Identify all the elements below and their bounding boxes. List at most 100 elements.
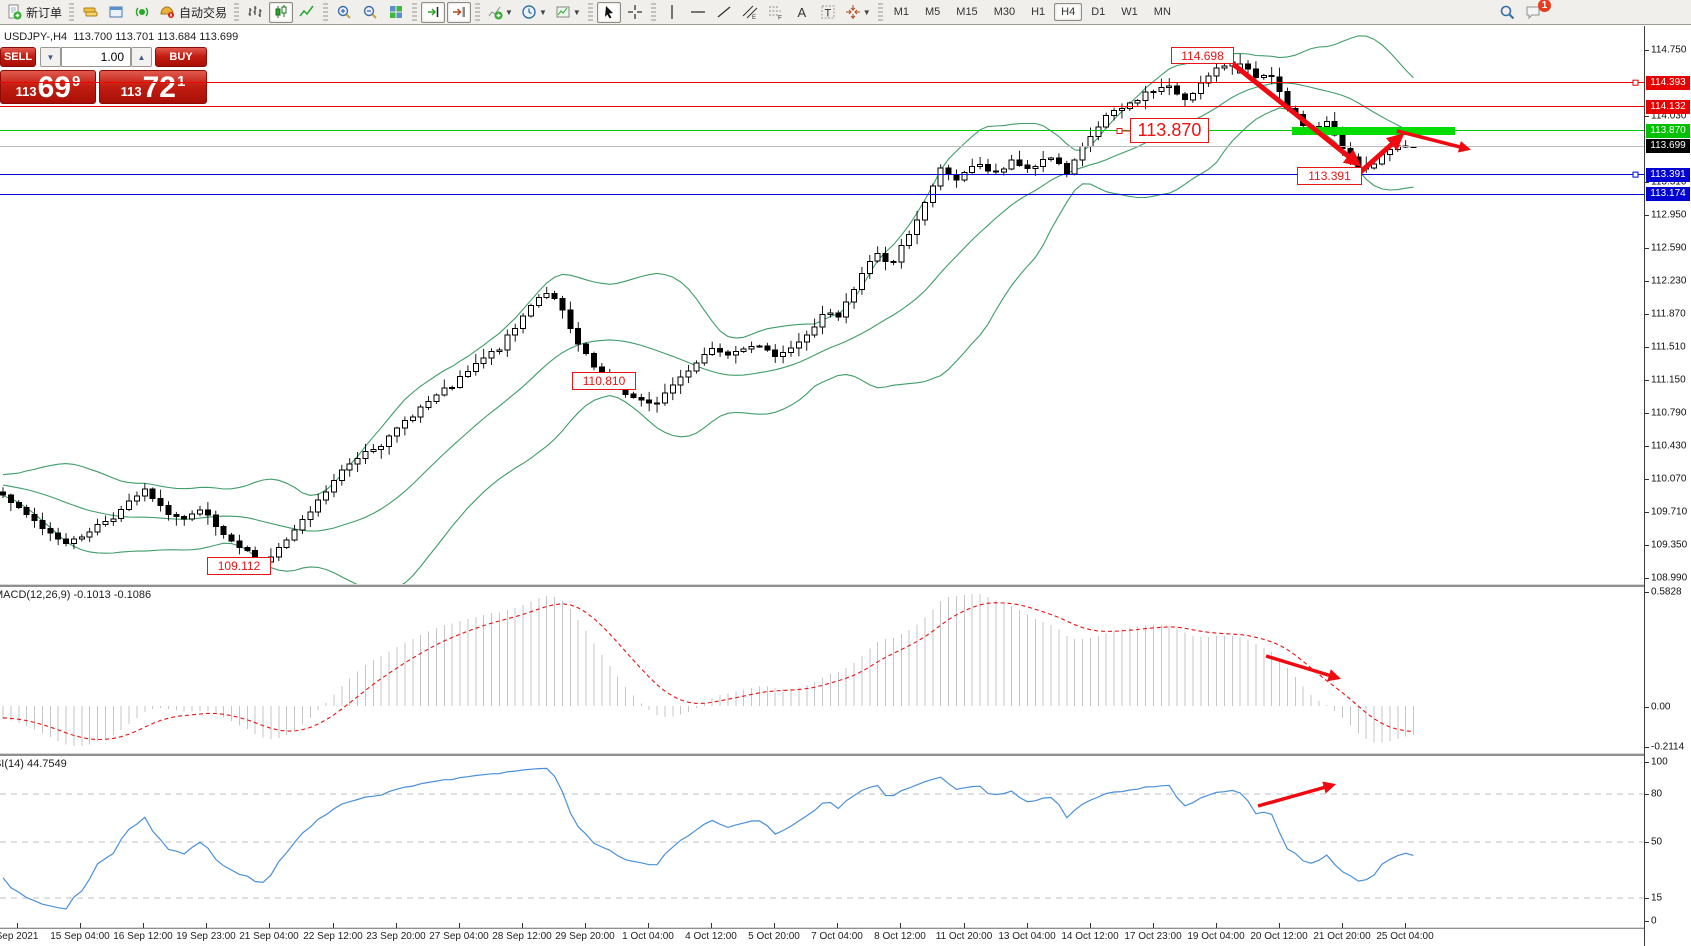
toolbar-divider [650,3,656,21]
annotation-level-113870[interactable]: 113.870 [1130,118,1209,143]
crosshair-button[interactable] [623,2,647,23]
timeframe-m30-button[interactable]: M30 [993,6,1016,18]
vline-icon [671,5,673,19]
search-button[interactable] [1495,1,1519,22]
volume-input[interactable] [61,47,131,67]
trendline-button[interactable] [712,2,736,23]
market-watch-button[interactable] [78,2,102,23]
notifications-button[interactable]: 1 [1521,0,1551,22]
tile-windows-button[interactable] [384,2,408,23]
annotation-low-113391[interactable]: 113.391 [1297,167,1362,185]
time-label: 17 Oct 23:00 [1124,931,1182,942]
chart-shift-button[interactable] [421,1,446,23]
candles-icon [275,5,287,18]
autotrading-button[interactable]: 自动交易 [156,2,230,23]
time-tick [1279,923,1280,928]
notification-badge: 1 [1538,0,1551,12]
crosshair-icon [627,5,642,19]
pane-separator-rsi[interactable] [0,753,1691,756]
pane-separator-time [0,927,1691,930]
time-label: 14 Oct 12:00 [1061,931,1119,942]
timeframe-mn-button[interactable]: MN [1153,6,1171,18]
time-tick [143,923,144,928]
text-label-button[interactable]: T [816,2,840,23]
time-label: 8 Oct 12:00 [874,931,926,942]
time-label: 21 Oct 20:00 [1313,931,1371,942]
arrows-button[interactable]: ▼ [842,2,874,23]
time-tick [1153,923,1154,928]
trend-arrow[interactable] [1231,62,1362,167]
volume-increase-button[interactable]: ▲ [131,47,152,67]
price-tick [1645,347,1649,348]
time-label: 11 Oct 20:00 [935,931,993,942]
macd-tick [1645,707,1649,708]
svg-text:A: A [797,5,806,20]
volume-decrease-button[interactable]: ▼ [40,47,61,67]
periods-button[interactable]: ▼ [518,2,550,23]
fibonacci-button[interactable]: F [764,2,788,23]
template-icon [556,6,570,18]
bar-chart-button[interactable] [243,2,267,23]
timeframe-m1-button[interactable]: M1 [893,6,909,18]
time-label: 21 Sep 04:00 [239,931,299,942]
price-badge: 113.699 [1646,139,1690,153]
buy-button[interactable]: BUY [155,47,207,67]
search-icon [1500,5,1515,19]
time-tick [80,923,81,928]
zoom-in-icon [337,5,351,19]
timeframe-h4-button[interactable]: H4 [1054,3,1083,21]
macd-arrow[interactable] [1265,654,1342,682]
timeframe-m5-button[interactable]: M5 [925,6,941,18]
trend-arrow[interactable] [1354,133,1405,178]
time-tick [648,923,649,928]
sell-price-sup: 9 [72,73,81,90]
trend-icon [717,6,731,18]
news-signal-button[interactable] [130,2,154,23]
timeframe-m15-button[interactable]: M15 [956,6,978,18]
rsi-arrow[interactable] [1257,781,1337,808]
time-tick [711,923,712,928]
price-tick [1645,578,1649,579]
horizontal-line-button[interactable] [686,2,710,23]
rsi-canvas[interactable] [0,755,1644,928]
auto-scroll-button[interactable] [447,1,472,23]
price-badge: 113.870 [1646,124,1690,138]
price-tick-label: 109.710 [1651,506,1688,518]
buy-price-box[interactable]: 113 72 1 [99,70,207,104]
macd-tick [1645,747,1649,748]
time-tick [585,923,586,928]
time-label: 15 Sep 04:00 [50,931,110,942]
annotation-bottom-109112[interactable]: 109.112 [207,557,271,575]
templates-button[interactable]: ▼ [552,2,584,23]
zoom-out-button[interactable] [358,2,382,23]
toolbar-divider [587,3,593,21]
timeframe-w1-button[interactable]: W1 [1121,6,1138,18]
indicators-button[interactable]: ▼ [484,2,516,23]
timeframe-h1-button[interactable]: H1 [1031,6,1046,18]
main-chart-canvas[interactable] [0,26,1644,584]
price-axis: 114.750 114.030 113.310 112.950 112.590 112.2… [1644,26,1691,946]
cursor-button[interactable] [596,1,621,23]
annotation-high-114698[interactable]: 114.698 [1171,47,1234,64]
pane-separator-macd[interactable] [0,584,1691,587]
window-icon [109,6,123,18]
annotation-dip-110810[interactable]: 110.810 [572,372,636,390]
green-zone[interactable] [1292,127,1455,135]
line-chart-button[interactable] [295,2,319,23]
vertical-line-button[interactable] [660,2,684,23]
new-order-button[interactable]: 新订单 [3,2,65,23]
equidistant-channel-button[interactable]: E [738,2,762,23]
text-button[interactable]: A [790,2,814,23]
timeframe-d1-button[interactable]: D1 [1091,6,1106,18]
trend-arrow[interactable] [1396,129,1471,153]
sell-button[interactable]: SELL [0,47,36,67]
autotrade-icon [160,6,175,18]
data-window-button[interactable] [104,2,128,23]
zoom-in-button[interactable] [332,2,356,23]
candlestick-chart-button[interactable] [269,1,294,23]
sell-price-box[interactable]: 113 69 9 [0,70,96,104]
time-label: 1 Oct 04:00 [622,931,674,942]
macd-canvas[interactable] [0,586,1644,753]
textA-icon: A [797,5,806,20]
